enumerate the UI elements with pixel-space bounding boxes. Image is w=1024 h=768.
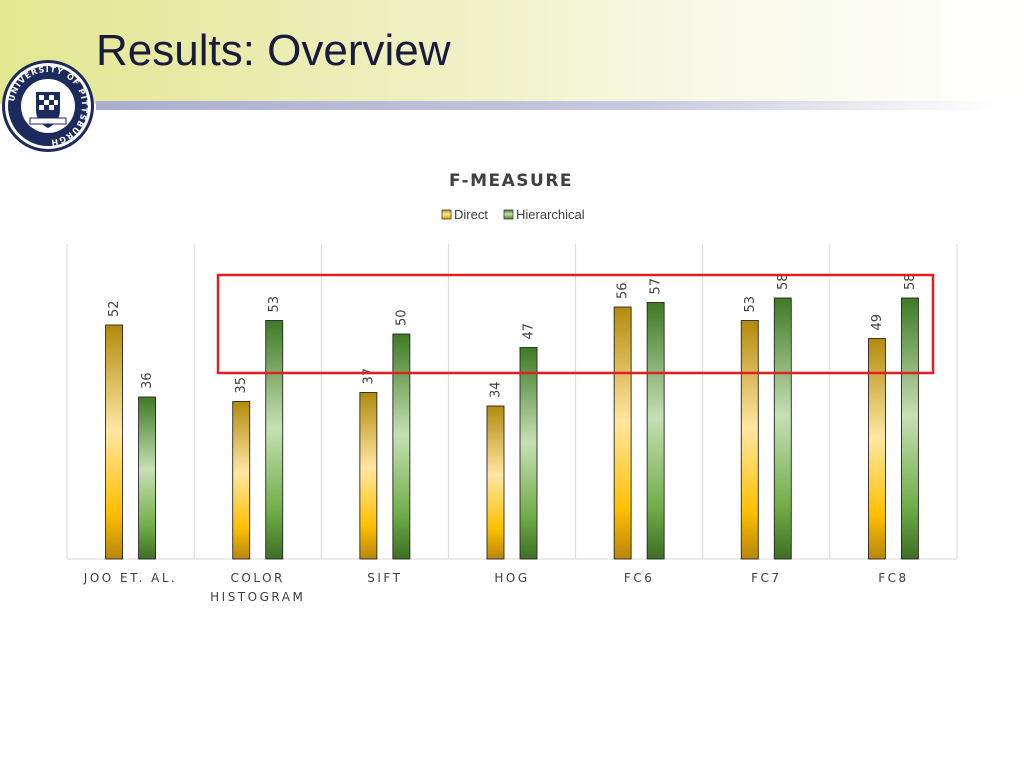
x-tick-label: FC8: [878, 571, 908, 585]
x-tick-label: FC7: [751, 571, 781, 585]
x-tick-label: JOO ET. AL.: [83, 571, 178, 585]
legend-swatch-direct: [441, 209, 452, 220]
x-tick-label: FC6: [624, 571, 654, 585]
x-tick-label: SIFT: [367, 571, 402, 585]
bar-direct: [613, 306, 632, 560]
legend-label-direct: Direct: [454, 207, 488, 222]
slide-title: Results: Overview: [96, 26, 451, 75]
bar-direct: [105, 324, 124, 560]
bar-direct: [740, 320, 759, 560]
university-seal-logo: UNIVERSITY OF PITTSBURGH: [2, 60, 94, 152]
bar-hierarchical: [900, 297, 919, 560]
header-rule: [96, 101, 996, 110]
bar-hierarchical: [646, 302, 665, 560]
data-label-direct: 53: [743, 296, 758, 313]
bar-hierarchical: [773, 297, 792, 560]
data-label-direct: 49: [870, 314, 885, 331]
highlight-box: [216, 273, 935, 375]
bar-direct: [486, 405, 505, 560]
bar-hierarchical: [265, 320, 284, 560]
x-tick-label: COLOR: [231, 571, 285, 585]
data-label-hierarchical: 53: [267, 296, 282, 313]
bar-direct: [867, 338, 886, 560]
bar-hierarchical: [392, 333, 411, 560]
data-label-hierarchical: 36: [140, 372, 155, 389]
x-tick-label: HISTOGRAM: [210, 590, 305, 604]
data-label-direct: 34: [489, 381, 504, 398]
chart-legend: Direct Hierarchical: [441, 207, 585, 222]
data-label-hierarchical: 47: [522, 323, 537, 340]
header-band: [0, 0, 1024, 104]
plot-area: [66, 244, 958, 560]
bar-direct: [232, 401, 251, 560]
bar-hierarchical: [519, 347, 538, 560]
chart-title: F-MEASURE: [449, 171, 573, 191]
data-label-direct: 37: [361, 368, 376, 385]
data-label-hierarchical: 57: [649, 278, 664, 295]
data-label-direct: 35: [234, 377, 249, 394]
x-axis-tick-labels: JOO ET. AL. COLOR HISTOGRAM SIFT HOG FC6 FC7 FC…: [83, 571, 908, 604]
data-label-direct: 52: [107, 300, 122, 317]
data-label-hierarchical: 58: [903, 273, 918, 290]
bars-group: 52 36 35 53 37 50 34 47 56 57 53 58 49 58: [105, 273, 919, 560]
bar-direct: [359, 392, 378, 560]
legend-swatch-hierarchical: [503, 209, 514, 220]
legend-label-hierarchical: Hierarchical: [516, 207, 585, 222]
bar-hierarchical: [138, 396, 157, 560]
data-label-direct: 56: [616, 282, 631, 299]
data-label-hierarchical: 58: [776, 273, 791, 290]
data-label-hierarchical: 50: [394, 309, 409, 326]
x-tick-label: HOG: [494, 571, 529, 585]
